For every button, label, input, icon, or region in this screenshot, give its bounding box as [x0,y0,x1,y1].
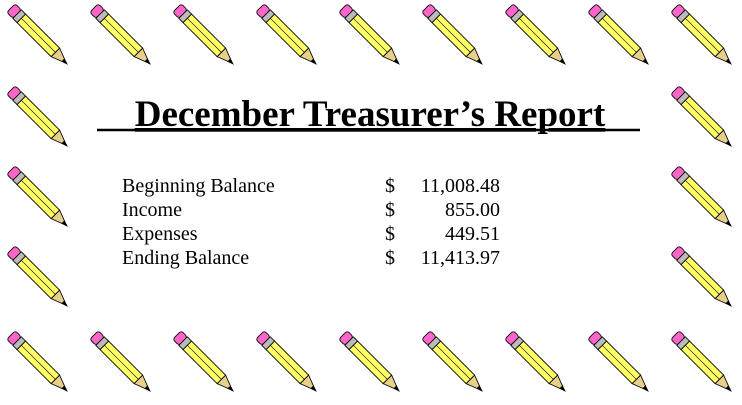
pencil [255,330,321,396]
pencil [338,3,404,69]
pencil [504,330,570,396]
report-rows: Beginning Balance $11,008.48 Income $855.00… [122,175,500,269]
pencil [421,330,487,396]
row-amount: 11,008.48 [421,175,500,197]
pencil [6,330,72,396]
row-label: Income [122,199,182,221]
pencil [89,3,155,69]
row-amount: 449.51 [445,223,500,245]
pencil [6,165,72,231]
title: December Treasurer’s Report [135,94,606,135]
pencil [587,3,653,69]
pencil [670,245,736,311]
pencil [6,85,72,151]
pencil [6,245,72,311]
row-label: Ending Balance [122,247,249,269]
pencil [338,330,404,396]
row-currency: $ [385,247,395,269]
pencil-border [6,3,736,396]
row-amount: 855.00 [445,199,500,221]
row-amount: 11,413.97 [421,247,500,269]
pencil [89,330,155,396]
pencil [6,3,72,69]
pencil [504,3,570,69]
pencil [670,3,736,69]
row-currency: $ [385,199,395,221]
pencil [255,3,321,69]
row-currency: $ [385,223,395,245]
pencil [421,3,487,69]
pencil [670,165,736,231]
pencil [670,85,736,151]
row-label: Expenses [122,223,198,245]
pencil [172,3,238,69]
pencil [670,330,736,396]
pencil [587,330,653,396]
row-currency: $ [385,175,395,197]
pencil [172,330,238,396]
row-label: Beginning Balance [122,175,275,197]
